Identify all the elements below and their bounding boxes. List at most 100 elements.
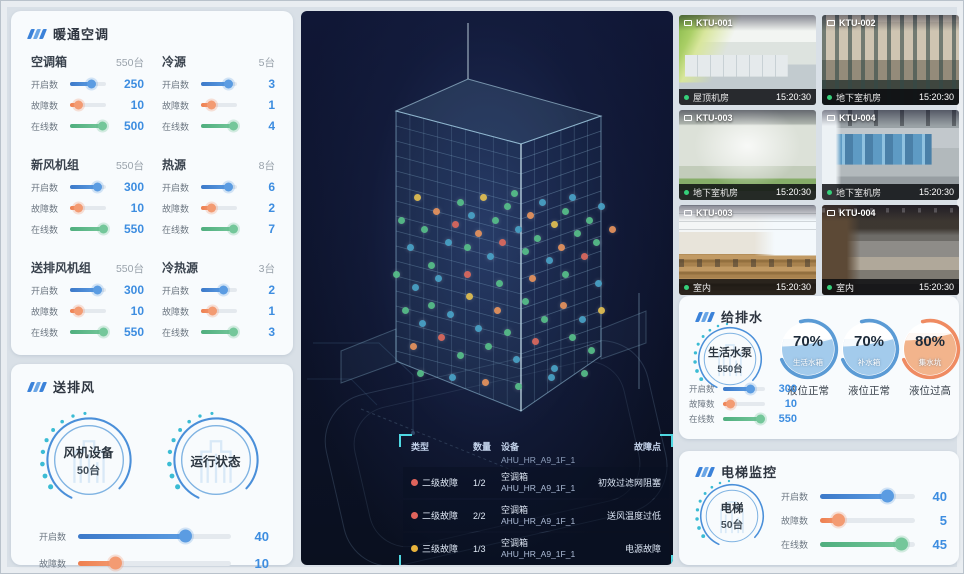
device-dot[interactable]	[463, 243, 471, 251]
device-dot[interactable]	[414, 194, 422, 201]
device-dot[interactable]	[480, 194, 487, 201]
device-dot[interactable]	[522, 297, 530, 305]
slider-track[interactable]	[70, 327, 109, 337]
device-dot[interactable]	[569, 333, 577, 341]
slider-handle[interactable]	[99, 224, 109, 234]
slider-track[interactable]	[70, 285, 106, 295]
slider-handle[interactable]	[93, 182, 103, 192]
device-dot[interactable]	[416, 369, 424, 377]
device-dot[interactable]	[503, 329, 511, 336]
device-dot[interactable]	[581, 369, 589, 377]
device-dot[interactable]	[562, 270, 570, 278]
slider-track[interactable]	[820, 537, 915, 551]
device-dot[interactable]	[482, 378, 490, 386]
device-dot[interactable]	[522, 248, 530, 255]
slider-handle[interactable]	[229, 327, 239, 337]
slider-handle[interactable]	[98, 121, 108, 131]
fault-row[interactable]: 三级故障 1/3 空调箱 AHU_HR_A9_1F_1 电源故障	[403, 533, 669, 564]
device-dot[interactable]	[515, 225, 523, 233]
device-dot[interactable]	[484, 342, 492, 350]
device-dot[interactable]	[433, 207, 440, 215]
device-dot[interactable]	[569, 194, 577, 201]
slider-track[interactable]	[820, 489, 915, 503]
slider-handle[interactable]	[224, 182, 234, 192]
slider-handle[interactable]	[206, 203, 216, 213]
device-dot[interactable]	[515, 383, 523, 390]
device-dot[interactable]	[407, 243, 415, 251]
device-dot[interactable]	[456, 351, 464, 359]
device-dot[interactable]	[494, 306, 502, 314]
slider-track[interactable]	[723, 399, 765, 409]
slider-handle[interactable]	[99, 327, 109, 337]
device-dot[interactable]	[428, 302, 436, 309]
camera-feed[interactable]: KTU-002 地下室机房 15:20:30	[822, 15, 959, 105]
slider-track[interactable]	[820, 513, 915, 527]
device-dot[interactable]	[421, 225, 429, 233]
slider-handle[interactable]	[726, 399, 736, 409]
slider-track[interactable]	[201, 285, 237, 295]
device-dot[interactable]	[444, 239, 452, 246]
slider-track[interactable]	[201, 306, 237, 316]
device-dot[interactable]	[451, 221, 459, 228]
slider-handle[interactable]	[206, 100, 216, 110]
device-dot[interactable]	[503, 203, 511, 210]
slider-track[interactable]	[201, 79, 237, 89]
device-dot[interactable]	[574, 230, 581, 237]
device-dot[interactable]	[463, 270, 471, 278]
device-dot[interactable]	[465, 293, 473, 300]
slider-track[interactable]	[201, 203, 237, 213]
device-dot[interactable]	[449, 374, 457, 381]
slider-handle[interactable]	[224, 79, 234, 89]
camera-feed[interactable]: KTU-004 地下室机房 15:20:30	[822, 110, 959, 200]
slider-track[interactable]	[201, 121, 239, 131]
device-dot[interactable]	[548, 374, 556, 381]
slider-track[interactable]	[70, 79, 106, 89]
device-dot[interactable]	[498, 239, 506, 246]
device-dot[interactable]	[534, 234, 542, 242]
slider-track[interactable]	[201, 100, 237, 110]
device-dot[interactable]	[393, 270, 401, 278]
device-dot[interactable]	[588, 347, 596, 354]
fault-row[interactable]: 二级故障 1/2 空调箱 AHU_HR_A9_1F_1 初效过滤网阻塞	[403, 467, 669, 498]
slider-handle[interactable]	[74, 100, 84, 110]
slider-track[interactable]	[70, 306, 106, 316]
device-dot[interactable]	[529, 275, 537, 282]
slider-handle[interactable]	[881, 489, 895, 503]
device-dot[interactable]	[550, 221, 558, 228]
slider-track[interactable]	[70, 182, 106, 192]
slider-track[interactable]	[70, 203, 106, 213]
device-dot[interactable]	[475, 324, 483, 332]
device-dot[interactable]	[496, 279, 504, 287]
slider-handle[interactable]	[745, 384, 755, 394]
device-dot[interactable]	[437, 333, 445, 341]
slider-handle[interactable]	[219, 285, 229, 295]
device-dot[interactable]	[512, 356, 520, 363]
camera-feed[interactable]: KTU-003 地下室机房 15:20:30	[679, 110, 816, 200]
slider-track[interactable]	[723, 384, 765, 394]
slider-handle[interactable]	[831, 513, 845, 527]
device-dot[interactable]	[418, 320, 426, 327]
device-dot[interactable]	[562, 207, 570, 215]
device-dot[interactable]	[456, 198, 464, 206]
device-dot[interactable]	[428, 261, 436, 269]
device-dot[interactable]	[559, 302, 567, 309]
slider-track[interactable]	[70, 121, 108, 131]
slider-track[interactable]	[78, 529, 231, 543]
device-dot[interactable]	[475, 230, 483, 237]
camera-feed[interactable]: KTU-004 室内 15:20:30	[822, 205, 959, 295]
device-dot[interactable]	[468, 212, 476, 219]
slider-handle[interactable]	[93, 285, 103, 295]
slider-handle[interactable]	[755, 414, 765, 424]
slider-handle[interactable]	[894, 537, 908, 551]
device-dot[interactable]	[597, 203, 605, 210]
slider-track[interactable]	[70, 100, 106, 110]
slider-handle[interactable]	[179, 529, 193, 543]
device-dot[interactable]	[397, 216, 405, 224]
device-dot[interactable]	[527, 212, 534, 219]
device-dot[interactable]	[538, 198, 546, 206]
device-dot[interactable]	[541, 315, 549, 323]
device-dot[interactable]	[595, 279, 603, 287]
slider-handle[interactable]	[229, 224, 239, 234]
device-dot[interactable]	[581, 252, 589, 260]
slider-handle[interactable]	[229, 121, 239, 131]
